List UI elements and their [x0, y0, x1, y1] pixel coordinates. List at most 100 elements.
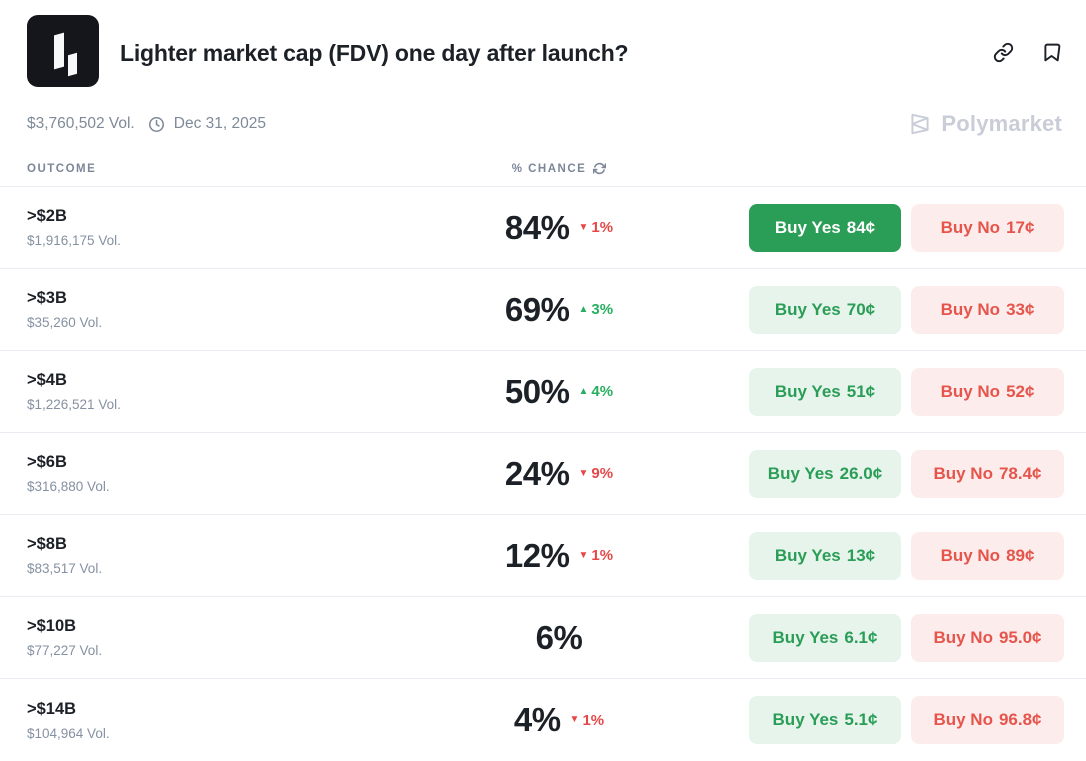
buy-no-label: Buy No [940, 217, 1001, 237]
buy-no-button[interactable]: Buy No 78.4¢ [911, 449, 1064, 498]
chance-value: 12% [504, 536, 570, 574]
market-row: >$2B $1,916,175 Vol. 84% ▼ 1% Buy Yes 84… [0, 187, 1086, 269]
buy-yes-button[interactable]: Buy Yes 13¢ [749, 531, 901, 580]
change-value: 9% [591, 465, 614, 482]
buy-yes-price: 5.1¢ [844, 710, 878, 729]
outcome-cell: >$10B $77,227 Vol. [27, 617, 459, 658]
change-indicator: ▼ 1% [578, 547, 613, 564]
clock-icon [148, 116, 165, 133]
buy-no-button[interactable]: Buy No 89¢ [911, 531, 1064, 580]
buy-no-price: 78.4¢ [998, 463, 1042, 483]
trade-buttons: Buy Yes 6.1¢ Buy No 95.0¢ [749, 613, 1064, 662]
buy-yes-label: Buy Yes [774, 299, 841, 319]
chance-cell: 69% ▲ 3% [459, 291, 659, 329]
polymarket-watermark[interactable]: Polymarket [907, 111, 1062, 137]
trade-buttons: Buy Yes 70¢ Buy No 33¢ [749, 285, 1064, 334]
change-arrow-icon: ▲ [578, 303, 589, 315]
buy-yes-price: 70¢ [846, 299, 876, 319]
buy-no-label: Buy No [933, 627, 993, 647]
outcome-cell: >$8B $83,517 Vol. [27, 535, 459, 576]
refresh-icon[interactable] [593, 162, 607, 175]
market-row: >$4B $1,226,521 Vol. 50% ▲ 4% Buy Yes 51… [0, 351, 1086, 433]
change-indicator: ▼ 9% [578, 465, 613, 482]
market-row: >$14B $104,964 Vol. 4% ▼ 1% Buy Yes 5.1¢… [0, 679, 1086, 761]
outcome-volume: $1,226,521 Vol. [27, 397, 121, 412]
buy-no-button[interactable]: Buy No 52¢ [911, 367, 1064, 416]
outcome-name[interactable]: >$10B [27, 617, 77, 635]
change-arrow-icon: ▼ [578, 549, 589, 561]
market-meta: $3,760,502 Vol. Dec 31, 2025 Polymarket [0, 111, 1086, 137]
chance-cell: 4% ▼ 1% [459, 701, 659, 739]
outcome-name[interactable]: >$3B [27, 289, 67, 307]
change-arrow-icon: ▲ [578, 385, 589, 397]
outcome-name[interactable]: >$8B [27, 535, 67, 553]
chance-value: 6% [535, 618, 583, 656]
link-icon[interactable] [993, 42, 1014, 63]
buy-no-button[interactable]: Buy No 96.8¢ [911, 696, 1064, 744]
buy-yes-label: Buy Yes [767, 463, 834, 483]
bookmark-icon[interactable] [1041, 42, 1062, 63]
buy-no-price: 89¢ [1006, 545, 1035, 565]
buy-yes-label: Buy Yes [774, 381, 841, 401]
change-value: 3% [591, 301, 614, 318]
outcome-cell: >$2B $1,916,175 Vol. [27, 207, 459, 248]
buy-yes-button[interactable]: Buy Yes 70¢ [749, 285, 901, 334]
polymarket-logo-icon [907, 111, 933, 137]
outcome-name[interactable]: >$14B [27, 699, 77, 718]
change-arrow-icon: ▼ [578, 467, 589, 479]
trade-buttons: Buy Yes 26.0¢ Buy No 78.4¢ [749, 449, 1064, 498]
trade-buttons: Buy Yes 5.1¢ Buy No 96.8¢ [749, 696, 1064, 744]
buy-no-price: 17¢ [1006, 217, 1035, 237]
change-indicator: ▲ 3% [578, 301, 613, 318]
meta-left: $3,760,502 Vol. Dec 31, 2025 [27, 115, 266, 133]
buy-yes-label: Buy Yes [774, 545, 841, 565]
outcome-name[interactable]: >$6B [27, 453, 67, 471]
change-value: 1% [591, 547, 614, 564]
outcome-column-header: OUTCOME [27, 162, 97, 175]
change-value: 4% [591, 383, 614, 400]
outcome-name[interactable]: >$2B [27, 207, 67, 225]
change-indicator: ▼ 1% [578, 219, 613, 236]
outcome-volume: $83,517 Vol. [27, 561, 103, 576]
chance-value: 84% [504, 208, 570, 246]
polymarket-wordmark: Polymarket [941, 111, 1062, 136]
buy-yes-button[interactable]: Buy Yes 84¢ [749, 203, 901, 252]
buy-yes-button[interactable]: Buy Yes 51¢ [749, 367, 901, 416]
market-row: >$10B $77,227 Vol. 6% Buy Yes 6.1¢ Buy N… [0, 597, 1086, 679]
market-title[interactable]: Lighter market cap (FDV) one day after l… [120, 40, 629, 66]
buy-yes-price: 26.0¢ [839, 463, 883, 483]
buy-no-button[interactable]: Buy No 33¢ [911, 285, 1064, 334]
buy-no-button[interactable]: Buy No 17¢ [911, 203, 1064, 252]
buy-no-label: Buy No [933, 463, 993, 483]
buy-yes-button[interactable]: Buy Yes 6.1¢ [749, 613, 901, 662]
market-header: Lighter market cap (FDV) one day after l… [0, 0, 1086, 87]
buy-no-label: Buy No [940, 545, 1001, 565]
buy-no-price: 33¢ [1006, 299, 1035, 319]
outcome-cell: >$6B $316,880 Vol. [27, 453, 459, 494]
buy-no-label: Buy No [940, 381, 1001, 401]
buy-yes-price: 13¢ [846, 545, 876, 565]
outcome-volume: $35,260 Vol. [27, 315, 103, 330]
buy-no-price: 52¢ [1006, 381, 1035, 401]
outcome-cell: >$14B $104,964 Vol. [27, 700, 459, 741]
buy-no-label: Buy No [933, 710, 993, 729]
change-arrow-icon: ▼ [569, 714, 580, 725]
logo-blade [68, 52, 77, 77]
outcome-volume: $77,227 Vol. [27, 643, 103, 658]
change-indicator: ▼ 1% [570, 712, 605, 729]
buy-yes-button[interactable]: Buy Yes 5.1¢ [749, 696, 901, 744]
chance-cell: 12% ▼ 1% [459, 537, 659, 575]
buy-yes-button[interactable]: Buy Yes 26.0¢ [749, 449, 901, 498]
header-actions [993, 42, 1062, 63]
change-value: 1% [591, 219, 614, 236]
market-row: >$6B $316,880 Vol. 24% ▼ 9% Buy Yes 26.0… [0, 433, 1086, 515]
buy-yes-price: 84¢ [846, 217, 876, 237]
buy-no-price: 95.0¢ [998, 627, 1042, 647]
change-arrow-icon: ▼ [578, 221, 589, 233]
change-value: 1% [582, 711, 605, 729]
outcome-name[interactable]: >$4B [27, 371, 67, 389]
logo-blade [54, 32, 64, 70]
buy-no-button[interactable]: Buy No 95.0¢ [911, 613, 1064, 662]
chance-cell: 24% ▼ 9% [459, 455, 659, 493]
